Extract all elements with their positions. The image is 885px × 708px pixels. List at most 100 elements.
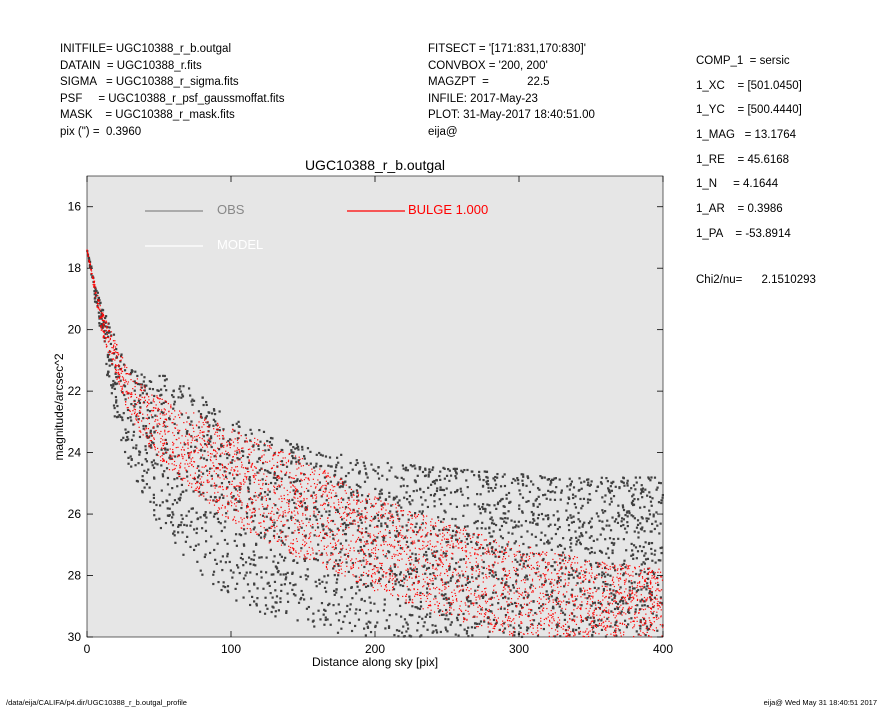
bulge-point — [249, 517, 252, 519]
bulge-point — [323, 548, 325, 550]
obs-point — [264, 596, 267, 599]
bulge-point — [437, 607, 439, 610]
bulge-point — [521, 558, 523, 560]
bulge-point — [607, 568, 610, 571]
obs-point — [572, 629, 575, 632]
bulge-point — [373, 568, 375, 570]
obs-point — [285, 576, 288, 579]
obs-point — [393, 572, 396, 576]
obs-point — [639, 620, 642, 624]
bulge-point — [421, 535, 423, 537]
bulge-point — [214, 487, 216, 489]
bulge-point — [305, 537, 307, 539]
obs-point — [495, 507, 498, 510]
bulge-point — [614, 600, 616, 602]
obs-point — [278, 553, 282, 556]
bulge-point — [127, 406, 129, 409]
bulge-point — [532, 624, 534, 626]
bulge-point — [332, 554, 334, 556]
bulge-point — [616, 606, 618, 608]
obs-point — [653, 476, 657, 479]
obs-point — [380, 524, 383, 528]
bulge-point — [491, 548, 493, 550]
obs-point — [368, 524, 372, 527]
bulge-point — [588, 587, 591, 590]
obs-point — [440, 613, 444, 616]
obs-point — [593, 601, 597, 604]
bulge-point — [614, 617, 616, 619]
obs-point — [269, 481, 273, 485]
bulge-point — [472, 536, 474, 538]
bulge-point — [416, 515, 418, 518]
obs-point — [615, 590, 618, 593]
bulge-point — [429, 582, 431, 585]
obs-point — [213, 409, 216, 412]
bulge-point — [538, 579, 541, 581]
bulge-point — [567, 633, 569, 635]
bulge-point — [573, 631, 575, 633]
bulge-point — [631, 606, 633, 608]
bulge-point — [245, 511, 247, 513]
obs-point — [460, 469, 463, 472]
bulge-point — [423, 594, 425, 597]
obs-point — [592, 539, 595, 543]
obs-point — [259, 531, 262, 535]
obs-point — [470, 602, 473, 605]
bulge-point — [426, 576, 428, 579]
bulge-point — [425, 522, 427, 524]
bulge-point — [458, 537, 461, 539]
obs-point — [368, 553, 371, 556]
bulge-point — [345, 558, 347, 560]
bulge-point — [590, 575, 592, 577]
header-left-line: DATAIN = UGC10388_r.fits — [60, 59, 202, 72]
obs-point — [439, 520, 443, 523]
bulge-point — [338, 552, 340, 554]
bulge-point — [280, 495, 282, 497]
obs-point — [180, 521, 183, 524]
bulge-point — [360, 533, 363, 535]
obs-point — [429, 493, 433, 497]
bulge-point — [214, 484, 216, 486]
obs-point — [204, 498, 207, 501]
bulge-point — [297, 500, 299, 502]
obs-point — [273, 580, 277, 583]
obs-point — [581, 580, 585, 583]
bulge-point — [304, 544, 306, 546]
obs-point — [344, 526, 348, 529]
bulge-point — [340, 568, 342, 570]
obs-point — [437, 516, 440, 519]
obs-point — [502, 631, 505, 634]
obs-point — [303, 455, 306, 458]
bulge-point — [564, 582, 567, 584]
obs-point — [606, 573, 609, 576]
obs-point — [486, 479, 489, 483]
bulge-point — [445, 587, 447, 589]
obs-point — [210, 445, 213, 449]
obs-point — [653, 553, 656, 556]
bulge-point — [620, 598, 622, 600]
obs-point — [93, 293, 96, 296]
bulge-point — [241, 504, 243, 506]
bulge-point — [443, 526, 445, 529]
obs-point — [568, 488, 571, 491]
obs-point — [596, 538, 599, 541]
obs-point — [431, 466, 435, 469]
bulge-point — [524, 594, 527, 596]
obs-point — [459, 487, 462, 490]
bulge-point — [183, 441, 185, 444]
obs-point — [376, 556, 379, 559]
obs-point — [559, 498, 562, 501]
obs-point — [401, 464, 404, 467]
bulge-point — [295, 490, 297, 492]
obs-point — [428, 471, 431, 474]
obs-point — [480, 594, 483, 597]
obs-point — [646, 577, 650, 580]
bulge-point — [200, 471, 202, 473]
bulge-point — [548, 619, 551, 622]
bulge-point — [263, 538, 265, 540]
obs-point — [322, 524, 325, 527]
obs-point — [614, 623, 617, 627]
bulge-point — [125, 379, 127, 381]
bulge-point — [430, 593, 432, 596]
obs-point — [553, 523, 557, 526]
